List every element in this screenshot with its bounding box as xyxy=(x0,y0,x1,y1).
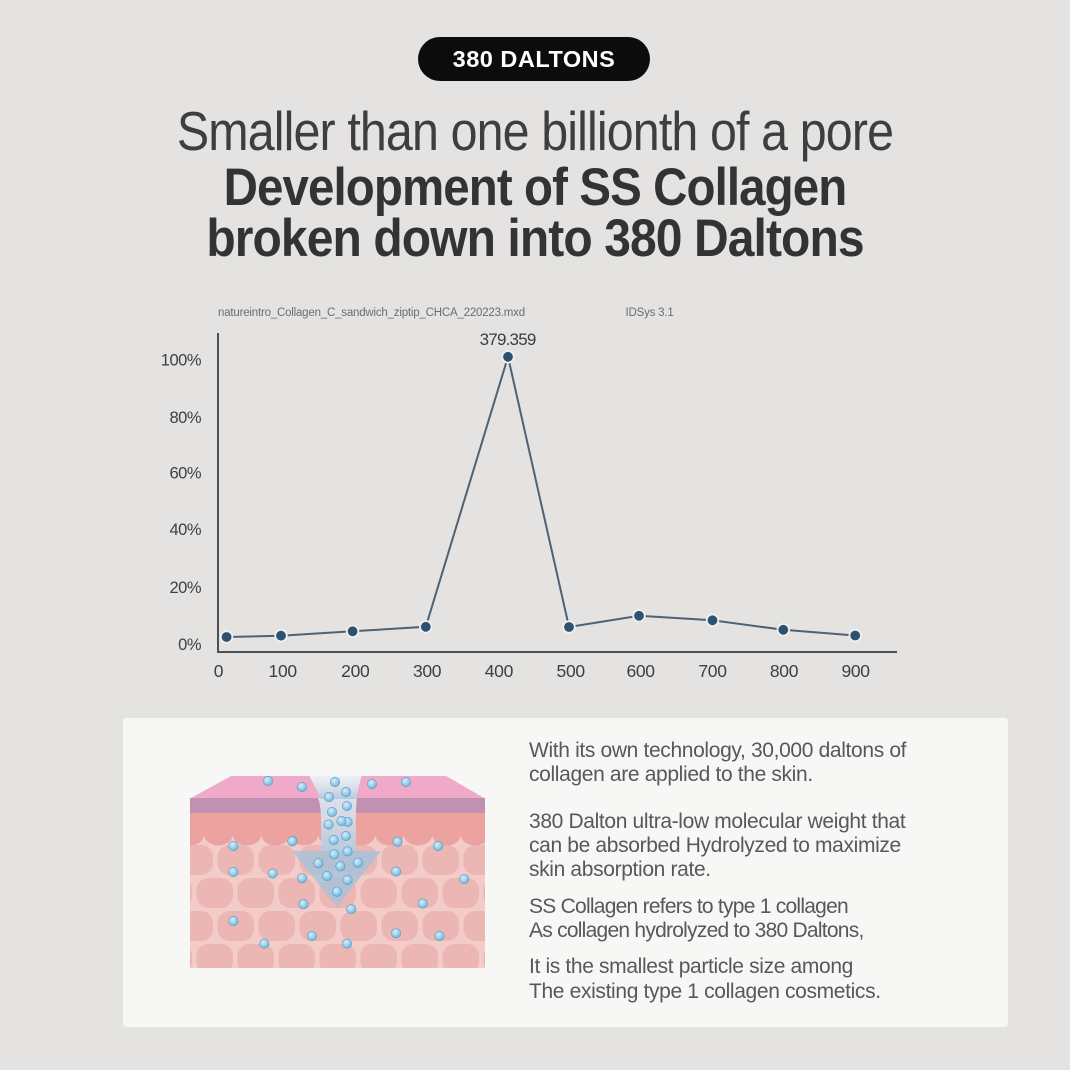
svg-text:300: 300 xyxy=(413,661,442,681)
svg-text:100: 100 xyxy=(269,661,298,681)
svg-text:20%: 20% xyxy=(169,579,201,597)
svg-text:379.359: 379.359 xyxy=(480,330,536,349)
svg-text:800: 800 xyxy=(770,661,799,681)
svg-text:600: 600 xyxy=(626,661,655,681)
svg-text:500: 500 xyxy=(557,661,586,681)
svg-text:700: 700 xyxy=(698,661,727,681)
svg-text:900: 900 xyxy=(841,661,870,681)
svg-text:100%: 100% xyxy=(161,352,202,370)
svg-text:40%: 40% xyxy=(169,521,201,539)
svg-text:400: 400 xyxy=(485,661,514,681)
svg-text:0: 0 xyxy=(214,661,224,681)
svg-text:200: 200 xyxy=(341,661,370,681)
svg-text:80%: 80% xyxy=(169,409,201,427)
svg-text:0%: 0% xyxy=(178,636,202,654)
svg-text:natureintro_Collagen_C_sandwic: natureintro_Collagen_C_sandwich_ziptip_C… xyxy=(218,307,525,319)
svg-text:60%: 60% xyxy=(169,465,201,483)
svg-text:IDSys 3.1: IDSys 3.1 xyxy=(626,307,674,319)
